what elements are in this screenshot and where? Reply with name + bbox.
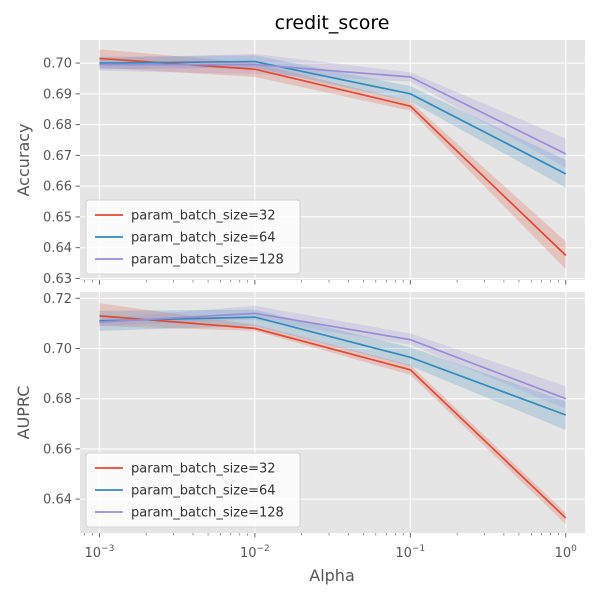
- series-line: [99, 316, 567, 416]
- y-tick-label: 0.65: [43, 210, 72, 225]
- chart-title: credit_score: [275, 12, 390, 34]
- legend-entry-label: param_batch_size=128: [131, 253, 284, 268]
- legend-entry-label: param_batch_size=128: [131, 506, 284, 521]
- x-tick-label: 10−1: [395, 544, 425, 561]
- confidence-band: [99, 55, 566, 188]
- y-axis-label: Accuracy: [14, 123, 33, 196]
- y-tick-label: 0.72: [43, 292, 72, 307]
- y-tick-label: 0.66: [43, 180, 72, 195]
- legend: [85, 199, 301, 275]
- y-tick-label: 0.69: [43, 87, 72, 102]
- x-tick-label: 10−2: [240, 544, 270, 561]
- y-tick-label: 0.67: [43, 149, 72, 164]
- legend-entry-label: param_batch_size=64: [131, 484, 276, 499]
- series-line: [99, 63, 567, 155]
- y-axis-label: AUPRC: [14, 386, 33, 440]
- confidence-band: [99, 49, 566, 270]
- x-tick-label: 100: [555, 544, 578, 561]
- y-tick-label: 0.64: [43, 241, 72, 256]
- legend-entry-label: param_batch_size=32: [131, 462, 276, 477]
- y-tick-label: 0.64: [43, 493, 72, 508]
- series-line: [99, 312, 567, 400]
- legend: [85, 452, 301, 528]
- y-tick-label: 0.63: [43, 272, 72, 287]
- x-tick-label: 10−3: [85, 544, 115, 561]
- y-tick-label: 0.66: [43, 442, 72, 457]
- x-axis-label: Alpha: [309, 566, 355, 585]
- series-line: [99, 315, 567, 519]
- confidence-band: [99, 309, 566, 431]
- y-tick-label: 0.68: [43, 118, 72, 133]
- y-tick-label: 0.70: [43, 342, 72, 357]
- auprc-panel: 10−3 10−2 10−1 100 0.64 0.66 0.68 0.70 0.72 AUPRC…: [14, 292, 585, 561]
- series-line: [99, 60, 567, 175]
- accuracy-panel: 0.63 0.64 0.65 0.66 0.67 0.68 0.69 0.70 Accuracy…: [14, 40, 585, 287]
- confidence-band: [99, 303, 566, 525]
- y-tick-label: 0.68: [43, 392, 72, 407]
- legend-entry-label: param_batch_size=64: [131, 231, 276, 246]
- y-tick-label: 0.70: [43, 57, 72, 72]
- legend-entry-label: param_batch_size=32: [131, 209, 276, 224]
